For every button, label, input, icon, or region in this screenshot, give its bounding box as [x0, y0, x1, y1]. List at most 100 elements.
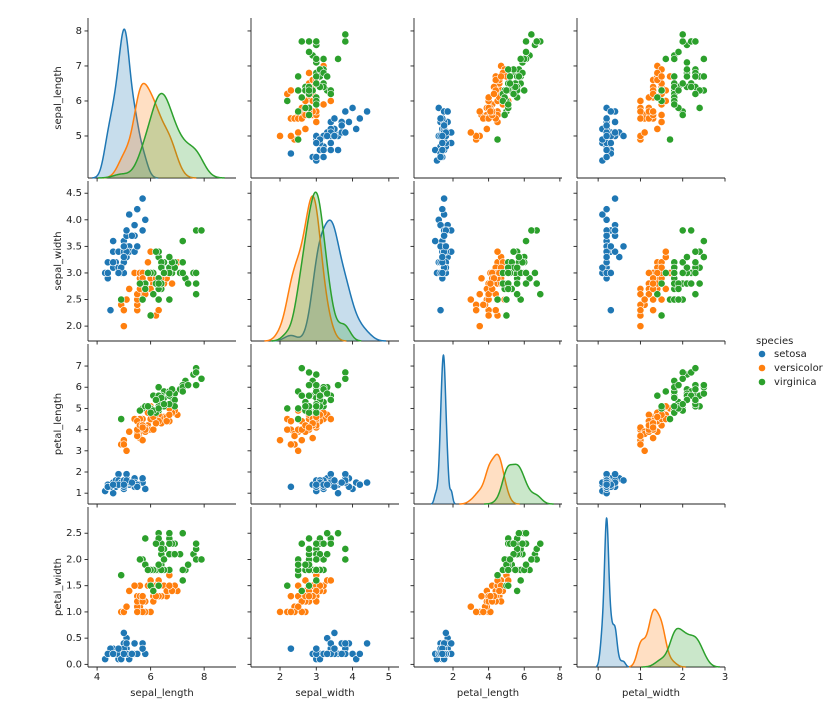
- y-tick-label: 6: [76, 382, 82, 393]
- scatter-point: [287, 132, 295, 140]
- scatter-point: [670, 72, 679, 81]
- scatter-point: [678, 226, 687, 235]
- scatter-point: [657, 72, 666, 81]
- scatter-point: [598, 263, 607, 272]
- x-tick-label: 2: [680, 672, 686, 683]
- scatter-point: [493, 571, 502, 580]
- y-tick-label: 4: [76, 425, 82, 436]
- x-tick-label: 4: [485, 672, 491, 683]
- scatter-point: [687, 83, 696, 91]
- scatter-point: [699, 381, 708, 390]
- scatter-point: [691, 396, 700, 404]
- scatter-point: [504, 566, 513, 574]
- scatter-point: [683, 65, 691, 74]
- scatter-point: [438, 649, 447, 658]
- y-tick-label: 4.5: [66, 188, 82, 199]
- scatter-point: [447, 639, 456, 648]
- scatter-point: [165, 539, 174, 548]
- scatter-point: [653, 413, 662, 421]
- scatter-point: [141, 215, 150, 224]
- scatter-point: [532, 279, 541, 288]
- y-tick-label: 2.5: [66, 295, 82, 306]
- scatter-point: [312, 55, 321, 63]
- scatter-point: [661, 247, 670, 256]
- scatter-point: [527, 30, 536, 39]
- scatter-point: [312, 79, 321, 88]
- scatter-point: [165, 581, 174, 590]
- scatter-point: [178, 576, 187, 585]
- scatter-point: [178, 237, 187, 245]
- y-tick-label: 2.0: [66, 554, 82, 565]
- x-axis-label: petal_width: [622, 688, 680, 699]
- scatter-point: [657, 263, 666, 272]
- scatter-point: [500, 111, 509, 119]
- scatter-point: [294, 135, 303, 144]
- scatter-point: [138, 474, 147, 483]
- scatter-point: [138, 436, 147, 445]
- scatter-point: [438, 269, 447, 277]
- scatter-point: [493, 247, 502, 256]
- scatter-point: [520, 86, 529, 95]
- scatter-point: [678, 37, 687, 46]
- scatter-point: [443, 107, 452, 116]
- scatter-point: [149, 290, 158, 299]
- scatter-point: [352, 125, 361, 133]
- scatter-point: [334, 489, 342, 498]
- scatter-point: [509, 247, 518, 256]
- scatter-point: [636, 114, 645, 123]
- x-axis-label: sepal_width: [295, 688, 354, 699]
- kde-line: [264, 195, 347, 342]
- scatter-point: [119, 306, 128, 315]
- scatter-point: [598, 210, 607, 219]
- y-axis-label: sepal_width: [53, 231, 64, 290]
- scatter-point: [699, 389, 708, 398]
- scatter-point: [504, 581, 513, 590]
- scatter-point: [536, 290, 545, 299]
- scatter-point: [602, 480, 611, 489]
- scatter-point: [522, 529, 530, 538]
- scatter-point: [305, 391, 313, 400]
- scatter-point: [154, 383, 163, 392]
- scatter-point: [323, 132, 332, 140]
- scatter-point: [301, 576, 310, 585]
- scatter-point: [133, 482, 142, 491]
- scatter-point: [502, 311, 511, 320]
- scatter-point: [482, 125, 491, 133]
- scatter-point: [606, 139, 615, 147]
- scatter-point: [326, 139, 335, 147]
- y-axis-label: sepal_length: [53, 66, 64, 130]
- scatter-point: [334, 381, 342, 390]
- scatter-point: [699, 55, 708, 63]
- scatter-point: [154, 560, 163, 569]
- scatter-point: [337, 121, 346, 130]
- scatter-point: [606, 107, 615, 116]
- scatter-point: [326, 576, 335, 585]
- scatter-point: [674, 48, 683, 56]
- scatter-point: [305, 581, 313, 590]
- scatter-point: [611, 128, 619, 137]
- scatter-point: [103, 269, 112, 277]
- kde-line: [271, 191, 362, 342]
- scatter-point: [636, 290, 645, 299]
- scatter-point: [666, 135, 674, 144]
- scatter-point: [649, 306, 658, 315]
- scatter-point: [197, 226, 206, 235]
- scatter-point: [294, 72, 303, 81]
- scatter-point: [125, 427, 134, 436]
- scatter-point: [301, 560, 310, 569]
- scatter-point: [136, 279, 144, 288]
- scatter-point: [287, 592, 295, 601]
- scatter-point: [602, 132, 611, 140]
- scatter-point: [348, 104, 357, 112]
- scatter-point: [192, 381, 201, 390]
- scatter-point: [657, 111, 666, 119]
- scatter-point: [326, 146, 335, 154]
- scatter-point: [606, 306, 615, 315]
- scatter-point: [661, 387, 670, 396]
- scatter-point: [133, 242, 142, 251]
- scatter-point: [355, 480, 364, 489]
- scatter-point: [615, 253, 624, 261]
- scatter-point: [154, 581, 163, 590]
- scatter-point: [283, 404, 292, 413]
- scatter-point: [283, 97, 292, 105]
